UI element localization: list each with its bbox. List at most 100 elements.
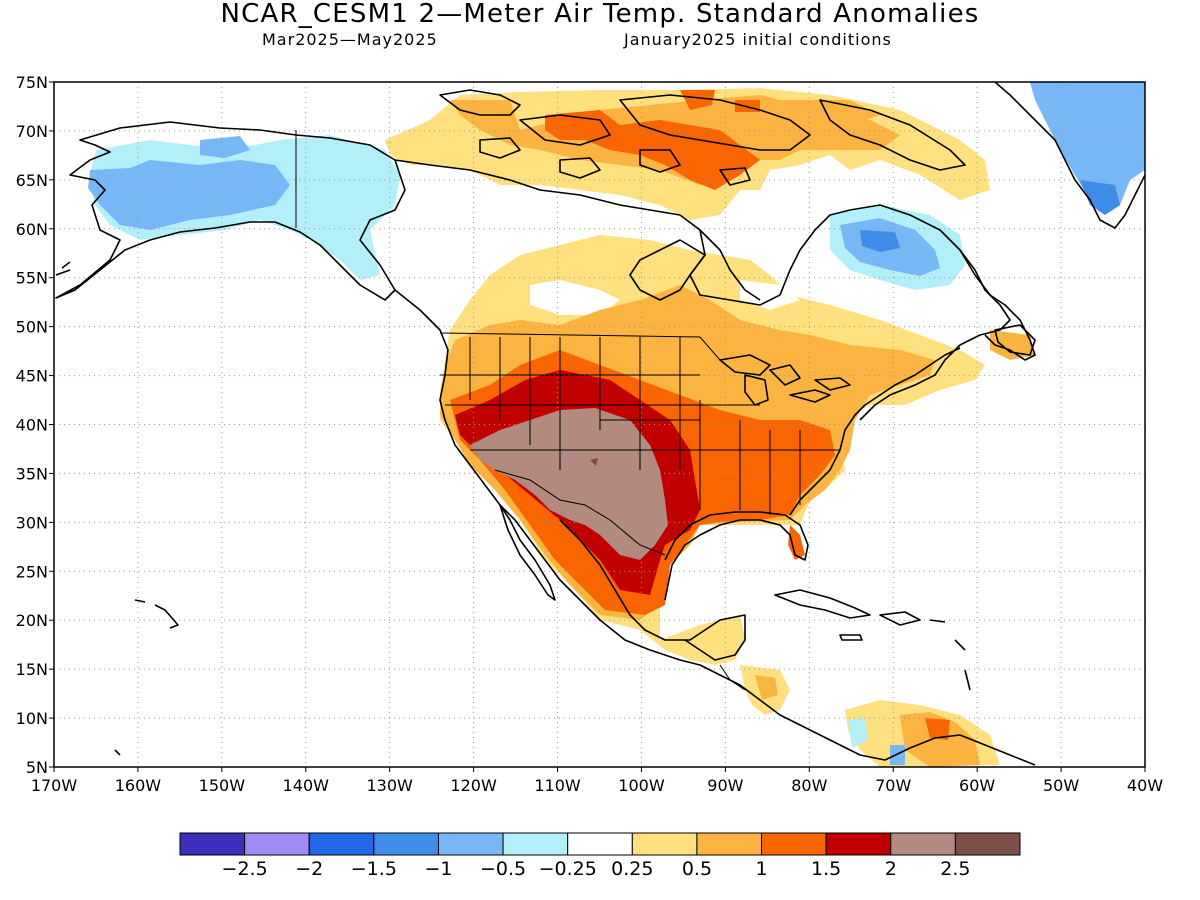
colorbar-label: 1 — [755, 858, 767, 880]
colorbar-label: −1 — [424, 858, 452, 880]
longitude-labels: 170W 160W 150W 140W 130W 120W 110W 100W 90W 80W 70… — [31, 767, 1163, 795]
colorbar-label: 0.25 — [611, 858, 653, 880]
anomaly-canada-neutral-2 — [740, 280, 800, 310]
anomaly-florida-orange — [788, 525, 805, 560]
border-us-canada — [439, 332, 721, 361]
anomaly-southwest-darkbrown — [590, 458, 598, 466]
colorbar-label: −2.5 — [222, 858, 268, 880]
coast-hawaii — [134, 599, 179, 629]
coast-aleutians — [55, 261, 71, 276]
lat-tick-label: 20N — [16, 611, 48, 630]
colorbar-swatch — [696, 832, 763, 856]
anomaly-central-america-orange — [755, 675, 778, 700]
coast-east — [789, 347, 961, 516]
anomaly-greenland-dark — [1080, 180, 1120, 215]
colorbar-label: −2 — [295, 858, 323, 880]
colorbar-swatch — [502, 832, 569, 856]
colorbar-label: −1.5 — [351, 858, 397, 880]
lon-tick-label: 160W — [115, 776, 162, 795]
lon-tick-label: 40W — [1127, 776, 1163, 795]
colorbar-swatch — [761, 832, 827, 856]
coast-newfoundland — [994, 324, 1036, 356]
lon-tick-label: 80W — [791, 776, 827, 795]
coast-canada-north — [394, 159, 1011, 421]
lon-tick-label: 70W — [875, 776, 911, 795]
coastlines — [55, 82, 1145, 766]
coast-great-lakes — [719, 354, 851, 406]
political-borders — [295, 130, 840, 691]
coast-west — [394, 289, 1036, 766]
colorbar-swatch — [308, 832, 375, 856]
lat-tick-label: 75N — [16, 73, 48, 92]
lon-tick-label: 100W — [618, 776, 665, 795]
coast-greenland — [994, 82, 1145, 229]
colorbar-swatch — [954, 832, 1021, 856]
lon-tick-label: 90W — [707, 776, 743, 795]
coast-caribbean — [774, 589, 971, 691]
coast-arctic-islands — [439, 89, 966, 186]
colorbar-swatch — [631, 832, 698, 856]
lat-tick-label: 35N — [16, 464, 48, 483]
border-mexico-guatemala — [719, 664, 746, 691]
coast-gulf — [559, 511, 809, 661]
anomaly-shading — [88, 82, 1145, 767]
lat-tick-label: 65N — [16, 171, 48, 190]
border-us-mexico — [494, 469, 666, 556]
forecast-period: Mar2025—May2025 — [262, 30, 438, 49]
latitude-labels: 5N 10N 15N 20N 25N 30N 35N 40N 45N 50N 55N 60N 65N 70… — [16, 73, 54, 777]
anomaly-arctic-deep-orange-2 — [680, 90, 715, 110]
initial-conditions: January2025 initial conditions — [624, 30, 892, 49]
colorbar-label: −0.25 — [539, 858, 597, 880]
anomaly-south-america-orange — [900, 712, 980, 767]
lon-tick-label: 170W — [31, 776, 78, 795]
lon-tick-label: 60W — [959, 776, 995, 795]
lon-tick-label: 120W — [450, 776, 497, 795]
anomaly-alaska-blue-2 — [200, 136, 250, 158]
lon-tick-label: 140W — [283, 776, 330, 795]
anomaly-alaska-blue — [88, 160, 290, 230]
lat-tick-label: 40N — [16, 416, 48, 435]
colorbar: −2.5 −2 −1.5 −1 −0.5 −0.25 0.25 0.5 1 1.5 2 2.5 — [179, 832, 1021, 880]
lat-tick-label: 15N — [16, 660, 48, 679]
colorbar-label: 2.5 — [940, 858, 970, 880]
lon-tick-label: 50W — [1043, 776, 1079, 795]
colorbar-swatch — [373, 832, 439, 856]
map-area — [54, 82, 1145, 767]
lat-tick-label: 5N — [26, 758, 48, 777]
lat-tick-label: 50N — [16, 318, 48, 337]
lat-tick-label: 30N — [16, 513, 48, 532]
anomaly-maritime-orange — [990, 330, 1035, 360]
border-us-states — [440, 337, 840, 515]
colorbar-label: 0.5 — [682, 858, 712, 880]
anomaly-arctic-deep-orange-3 — [735, 100, 760, 112]
lat-tick-label: 60N — [16, 220, 48, 239]
anomaly-south-america-deep-orange — [925, 718, 950, 740]
coast-pacific-islands — [114, 749, 121, 756]
colorbar-label: 2 — [885, 858, 897, 880]
colorbar-swatch — [244, 832, 310, 856]
anomaly-greenland-blue — [1030, 82, 1145, 215]
anomaly-south-america-cyan — [848, 718, 868, 748]
anomaly-quebec-dark — [860, 230, 900, 252]
lon-tick-label: 130W — [367, 776, 414, 795]
colorbar-swatch — [890, 832, 956, 856]
coast-hudson-bay — [629, 229, 761, 301]
coast-alaska — [55, 121, 406, 301]
lat-tick-label: 25N — [16, 562, 48, 581]
coast-baja — [499, 504, 556, 601]
gridlines — [54, 82, 1145, 767]
anomaly-canada-neutral — [530, 280, 620, 315]
colorbar-swatch — [437, 832, 504, 856]
lat-tick-label: 70N — [16, 122, 48, 141]
colorbar-swatch — [179, 832, 246, 856]
lat-tick-label: 45N — [16, 367, 48, 386]
lon-tick-label: 150W — [199, 776, 246, 795]
colorbar-swatch — [567, 832, 633, 856]
anomaly-south-america-blue — [890, 745, 905, 765]
lat-tick-label: 55N — [16, 269, 48, 288]
colorbar-label: −0.5 — [480, 858, 526, 880]
lat-tick-label: 10N — [16, 709, 48, 728]
colorbar-swatch — [825, 832, 892, 856]
colorbar-label: 1.5 — [811, 858, 841, 880]
